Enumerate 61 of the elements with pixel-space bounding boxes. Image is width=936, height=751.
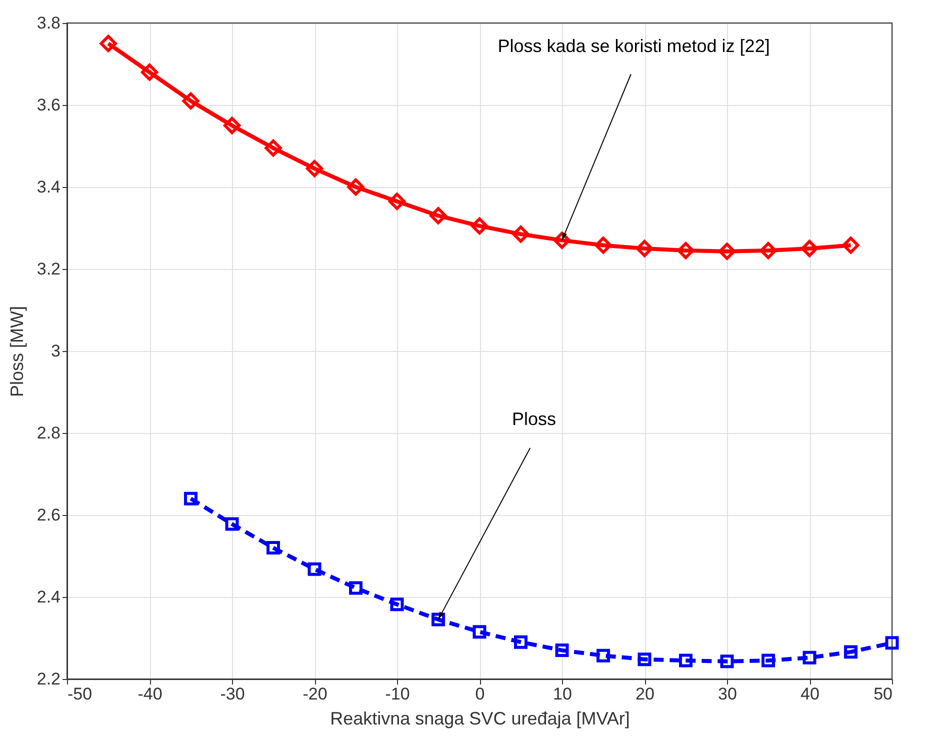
point bbox=[470, 217, 488, 235]
point bbox=[762, 654, 775, 668]
point bbox=[638, 652, 652, 666]
point bbox=[472, 625, 486, 639]
x-tick-label: 20 bbox=[636, 684, 654, 704]
point bbox=[347, 178, 364, 196]
y-axis-title: Ploss [MW] bbox=[6, 306, 27, 398]
point bbox=[760, 242, 777, 260]
y-tick-label: 3.8 bbox=[36, 14, 60, 32]
y-tick-label: 3.6 bbox=[36, 96, 60, 114]
y-tick-label: 3.2 bbox=[36, 260, 60, 278]
point bbox=[264, 139, 282, 157]
point bbox=[182, 92, 200, 110]
x-tick-label: 50 bbox=[874, 684, 892, 704]
x-tick-label: 0 bbox=[475, 684, 485, 704]
point bbox=[388, 192, 406, 210]
y-tick-label: 3 bbox=[51, 342, 60, 360]
point bbox=[349, 581, 362, 595]
point bbox=[225, 517, 239, 531]
point bbox=[512, 226, 530, 243]
x-tick-label: -30 bbox=[220, 684, 245, 704]
point bbox=[844, 645, 858, 659]
point bbox=[266, 541, 280, 555]
point bbox=[308, 562, 322, 576]
y-tick-label: 2.6 bbox=[36, 506, 60, 524]
point bbox=[390, 598, 404, 612]
point bbox=[594, 236, 612, 254]
x-tick-label: 30 bbox=[718, 684, 737, 704]
point bbox=[306, 160, 324, 178]
x-tick-label: -10 bbox=[385, 684, 410, 704]
x-tick-label: 40 bbox=[800, 684, 820, 704]
y-tick-label: 2.2 bbox=[36, 670, 60, 688]
point bbox=[842, 236, 860, 254]
x-tick-label: 10 bbox=[553, 684, 572, 704]
point bbox=[553, 232, 571, 249]
point bbox=[718, 242, 736, 260]
annotation: Ploss kada se koristi metod iz [22] bbox=[498, 36, 770, 56]
point bbox=[636, 240, 654, 258]
point bbox=[720, 654, 734, 668]
point bbox=[555, 644, 569, 658]
point bbox=[430, 207, 447, 224]
point bbox=[432, 612, 445, 626]
point bbox=[679, 654, 692, 668]
point bbox=[800, 240, 818, 258]
point bbox=[596, 648, 610, 662]
x-axis-title: Reaktivna snaga SVC uređaja [MVAr] bbox=[330, 708, 630, 728]
point bbox=[223, 116, 241, 134]
y-tick-label: 2.8 bbox=[36, 424, 60, 442]
x-tick-label: -40 bbox=[138, 684, 162, 704]
y-tick-label: 2.4 bbox=[36, 588, 60, 606]
point bbox=[140, 64, 158, 81]
y-tick-label: 3.4 bbox=[36, 178, 60, 196]
point bbox=[885, 636, 899, 650]
point bbox=[514, 635, 528, 649]
point bbox=[802, 650, 816, 664]
point bbox=[100, 34, 117, 52]
x-tick-label: -50 bbox=[68, 684, 92, 704]
x-tick-label: -20 bbox=[302, 684, 328, 704]
point bbox=[184, 492, 198, 506]
annotation: Ploss bbox=[512, 408, 556, 429]
point bbox=[677, 242, 694, 260]
